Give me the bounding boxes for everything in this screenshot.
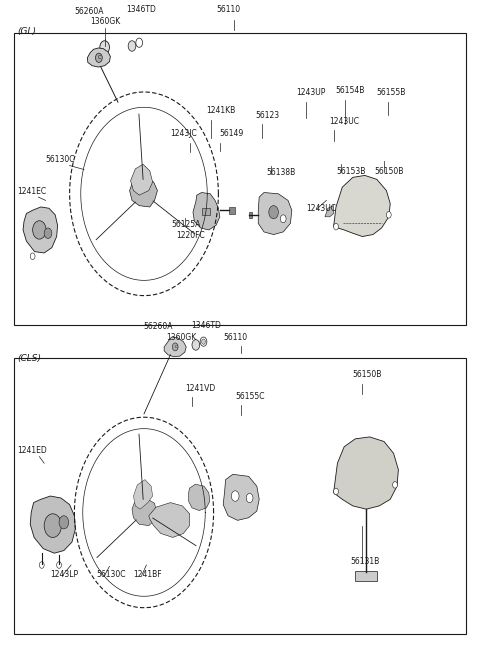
Text: 56150B: 56150B — [353, 370, 382, 379]
Polygon shape — [132, 499, 156, 526]
Text: (CLS): (CLS) — [17, 353, 41, 363]
Polygon shape — [133, 480, 153, 509]
Bar — [355, 571, 377, 581]
Text: 56155B: 56155B — [377, 88, 406, 97]
Text: 56260A: 56260A — [144, 322, 173, 331]
Text: 1241BF: 1241BF — [133, 570, 162, 579]
Circle shape — [128, 41, 136, 51]
Circle shape — [96, 53, 102, 62]
Polygon shape — [130, 179, 157, 207]
Text: 56110: 56110 — [223, 332, 247, 342]
Polygon shape — [334, 437, 398, 509]
Polygon shape — [87, 48, 110, 67]
Bar — [202, 208, 210, 215]
Text: 1243UP: 1243UP — [297, 88, 326, 97]
Circle shape — [100, 41, 109, 54]
Polygon shape — [193, 193, 220, 230]
Circle shape — [269, 206, 278, 219]
Circle shape — [200, 337, 207, 346]
Circle shape — [33, 221, 46, 239]
Text: 56154B: 56154B — [335, 86, 364, 95]
Polygon shape — [258, 193, 292, 235]
Circle shape — [393, 482, 397, 488]
Text: 56123: 56123 — [256, 110, 280, 120]
Text: 56260A: 56260A — [74, 7, 104, 16]
Text: 1360GK: 1360GK — [90, 17, 121, 26]
Circle shape — [334, 223, 338, 230]
Text: 1346TD: 1346TD — [127, 5, 156, 14]
Text: 56125A: 56125A — [172, 220, 201, 229]
Bar — [14, 33, 466, 325]
Text: 1243JC: 1243JC — [170, 129, 197, 138]
Circle shape — [386, 212, 391, 218]
Circle shape — [44, 228, 52, 238]
Bar — [14, 358, 466, 634]
Text: 1243UC: 1243UC — [306, 204, 336, 213]
Text: 56130C: 56130C — [96, 570, 125, 579]
Text: 1243UC: 1243UC — [329, 117, 359, 126]
Circle shape — [192, 340, 200, 350]
Circle shape — [44, 514, 61, 537]
Text: 56153B: 56153B — [336, 167, 365, 176]
Text: 56138B: 56138B — [266, 168, 296, 177]
Circle shape — [59, 516, 69, 529]
Circle shape — [334, 488, 338, 495]
Text: 1241VD: 1241VD — [185, 384, 215, 393]
Polygon shape — [325, 206, 334, 217]
Text: C: C — [175, 345, 178, 349]
Text: (GL): (GL) — [17, 27, 36, 36]
Bar — [229, 207, 235, 214]
Text: C: C — [98, 55, 102, 60]
Polygon shape — [30, 496, 75, 553]
Polygon shape — [223, 474, 259, 520]
Circle shape — [39, 562, 44, 568]
Text: 56110: 56110 — [216, 5, 240, 14]
Text: 1241KB: 1241KB — [206, 106, 236, 115]
Text: 1241EC: 1241EC — [17, 187, 46, 196]
Circle shape — [246, 493, 253, 503]
Text: 56131B: 56131B — [350, 557, 380, 566]
Text: 1241ED: 1241ED — [17, 445, 47, 455]
Polygon shape — [149, 503, 190, 537]
Text: 56150B: 56150B — [374, 167, 404, 176]
Circle shape — [202, 339, 205, 344]
Text: 56149: 56149 — [220, 129, 244, 138]
Text: 1243LP: 1243LP — [50, 570, 79, 579]
Text: 1346TD: 1346TD — [192, 321, 221, 330]
Circle shape — [57, 562, 61, 568]
Polygon shape — [23, 207, 58, 253]
Text: 1360GK: 1360GK — [166, 332, 197, 342]
Circle shape — [136, 38, 143, 47]
Polygon shape — [164, 337, 186, 357]
Circle shape — [231, 491, 239, 501]
Text: 1220FC: 1220FC — [176, 231, 205, 240]
Text: 56130C: 56130C — [46, 155, 75, 164]
Circle shape — [30, 253, 35, 260]
Polygon shape — [131, 164, 153, 195]
Circle shape — [172, 343, 178, 351]
Polygon shape — [334, 175, 390, 237]
Circle shape — [280, 215, 286, 223]
Bar — [249, 212, 252, 218]
Text: 56155C: 56155C — [235, 392, 264, 401]
Polygon shape — [189, 484, 210, 510]
